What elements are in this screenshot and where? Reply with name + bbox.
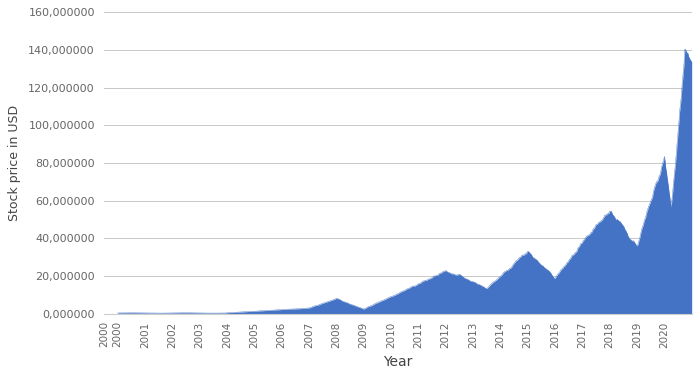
X-axis label: Year: Year [383, 355, 412, 369]
Y-axis label: Stock price in USD: Stock price in USD [8, 105, 21, 221]
